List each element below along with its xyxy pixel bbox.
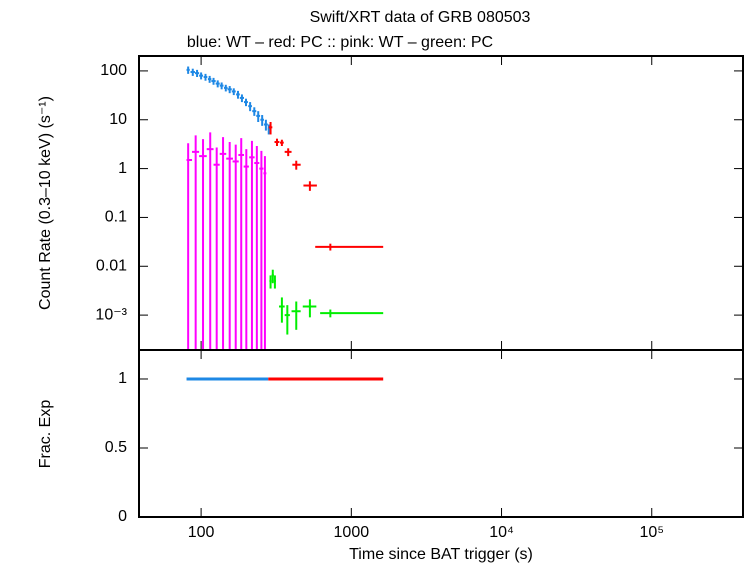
y-tick-label: 100 (100, 62, 127, 79)
y-tick-label: 1 (118, 160, 127, 177)
x-tick-label: 100 (188, 524, 215, 541)
y-axis-label: Frac. Exp (37, 400, 54, 469)
y-tick-label: 0 (118, 508, 127, 525)
x-tick-label: 10⁵ (640, 524, 664, 541)
chart-subtitle: blue: WT – red: PC :: pink: WT – green: … (187, 34, 493, 51)
x-tick-label: 1000 (334, 524, 370, 541)
y-tick-label: 0.5 (105, 439, 127, 456)
y-tick-label: 0.1 (105, 209, 127, 226)
y-tick-label: 0.01 (96, 257, 127, 274)
y-tick-label: 10 (109, 111, 127, 128)
y-tick-label: 10⁻³ (95, 306, 127, 323)
y-axis-label: Count Rate (0.3–10 keV) (s⁻¹) (37, 96, 54, 310)
chart-title: Swift/XRT data of GRB 080503 (310, 9, 531, 26)
plot-frame (138, 349, 744, 518)
y-tick-label: 1 (118, 370, 127, 387)
x-axis-label: Time since BAT trigger (s) (349, 546, 533, 563)
x-tick-label: 10⁴ (489, 524, 514, 541)
